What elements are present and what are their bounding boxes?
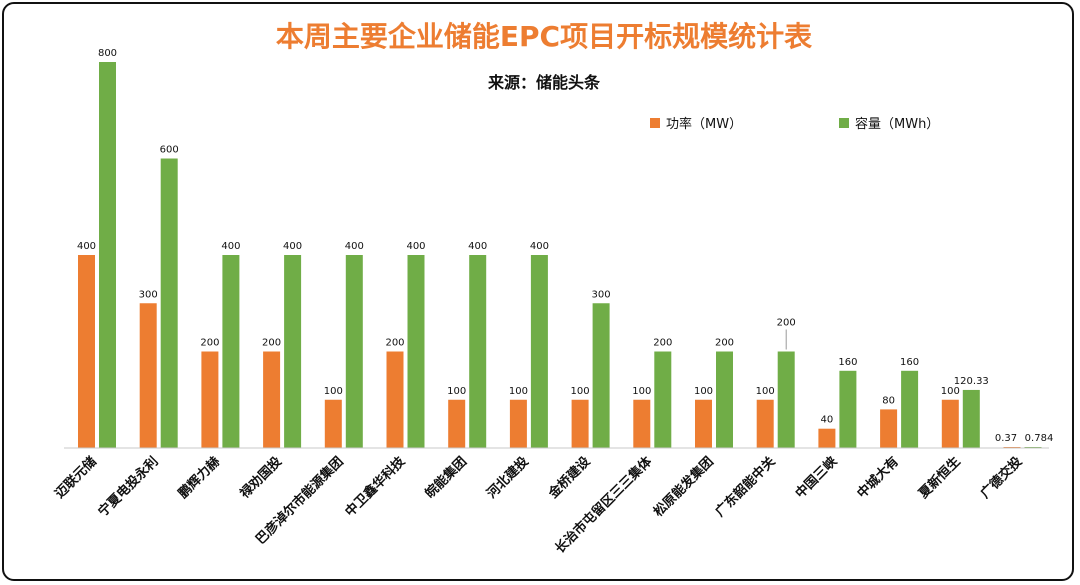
capacity-label-2: 400 bbox=[221, 241, 240, 252]
x-tick-label-11: 广东韶能中关 bbox=[712, 454, 778, 520]
capacity-label-3: 400 bbox=[283, 241, 302, 252]
x-tick-label-15: 广德交投 bbox=[977, 454, 1025, 502]
x-tick-label-2: 鹏辉力赫 bbox=[175, 454, 223, 502]
power-label-8: 100 bbox=[571, 386, 590, 397]
power-bar-14 bbox=[941, 399, 959, 448]
chart-legend: 功率（MW） 容量（MWh） bbox=[650, 116, 939, 132]
power-bar-13 bbox=[880, 409, 898, 448]
power-label-0: 400 bbox=[77, 241, 96, 252]
power-bar-10 bbox=[695, 399, 712, 448]
capacity-bar-6 bbox=[469, 255, 487, 448]
capacity-bar-1 bbox=[160, 158, 178, 448]
capacity-bar-5 bbox=[407, 255, 425, 448]
capacity-label-10: 200 bbox=[715, 338, 734, 349]
capacity-bar-10 bbox=[716, 351, 733, 448]
capacity-label-8: 300 bbox=[592, 289, 611, 300]
power-bar-12 bbox=[818, 428, 836, 448]
capacity-bar-2 bbox=[222, 255, 240, 448]
capacity-label-9: 200 bbox=[653, 338, 672, 349]
capacity-label-5: 400 bbox=[406, 241, 425, 252]
capacity-bar-7 bbox=[530, 255, 548, 448]
power-label-6: 100 bbox=[447, 386, 466, 397]
capacity-label-12: 160 bbox=[838, 357, 857, 368]
capacity-bar-0 bbox=[99, 62, 116, 448]
x-tick-label-1: 宁夏电投永利 bbox=[95, 454, 161, 520]
legend-swatch-1 bbox=[839, 118, 849, 128]
data-labels-group: 400 800 300 600 200 400 200 400 100 400 200 400 100 4… bbox=[77, 48, 1053, 444]
capacity-label-7: 400 bbox=[530, 241, 549, 252]
legend-label-0: 功率（MW） bbox=[666, 116, 742, 132]
x-tick-label-13: 中城大有 bbox=[854, 454, 902, 502]
power-label-10: 100 bbox=[694, 386, 713, 397]
power-label-13: 80 bbox=[882, 395, 895, 406]
capacity-label-0: 800 bbox=[98, 48, 117, 59]
capacity-label-6: 400 bbox=[468, 241, 487, 252]
x-tick-label-10: 松原能发集团 bbox=[650, 454, 716, 520]
capacity-bar-14 bbox=[962, 389, 980, 448]
power-label-15: 0.37 bbox=[995, 433, 1017, 444]
chart-svg: 本周主要企业储能EPC项目开标规模统计表 来源：储能头条 功率（MW） 容量（MW… bbox=[52, 20, 1054, 557]
power-label-11: 100 bbox=[756, 386, 775, 397]
capacity-label-14: 120.33 bbox=[954, 376, 989, 387]
power-label-4: 100 bbox=[324, 386, 343, 397]
power-bar-11 bbox=[756, 399, 774, 448]
power-bar-8 bbox=[571, 399, 589, 448]
x-tick-label-7: 河北建投 bbox=[484, 454, 532, 502]
power-bar-2 bbox=[201, 351, 219, 448]
capacity-bar-4 bbox=[345, 255, 363, 448]
power-label-7: 100 bbox=[509, 386, 528, 397]
power-label-9: 100 bbox=[632, 386, 651, 397]
x-tick-label-8: 金桥建设 bbox=[545, 453, 594, 502]
chart-subtitle: 来源：储能头条 bbox=[487, 73, 601, 92]
power-bar-4 bbox=[324, 399, 342, 448]
x-tick-label-6: 皖能集团 bbox=[422, 454, 470, 502]
capacity-bar-3 bbox=[284, 255, 302, 448]
x-tick-label-0: 迈联元储 bbox=[52, 454, 100, 502]
power-label-5: 200 bbox=[385, 338, 404, 349]
power-label-1: 300 bbox=[139, 289, 158, 300]
x-tick-label-14: 夏新恒生 bbox=[915, 454, 964, 503]
capacity-label-11: 200 bbox=[777, 318, 796, 329]
capacity-label-15: 0.784 bbox=[1025, 433, 1054, 444]
capacity-bar-9 bbox=[654, 351, 672, 448]
power-bar-6 bbox=[448, 399, 466, 448]
power-bar-0 bbox=[78, 255, 95, 448]
power-label-14: 100 bbox=[941, 386, 960, 397]
power-bar-5 bbox=[386, 351, 404, 448]
x-tick-label-12: 中国三峡 bbox=[792, 453, 841, 502]
x-tick-label-3: 禄劝国投 bbox=[237, 454, 285, 502]
power-bar-9 bbox=[633, 399, 651, 448]
power-label-3: 200 bbox=[262, 338, 281, 349]
chart-title: 本周主要企业储能EPC项目开标规模统计表 bbox=[276, 20, 812, 53]
capacity-bar-13 bbox=[901, 370, 919, 448]
capacity-bar-12 bbox=[839, 370, 857, 448]
capacity-label-13: 160 bbox=[900, 357, 919, 368]
capacity-label-4: 400 bbox=[345, 241, 364, 252]
power-label-12: 40 bbox=[821, 415, 834, 426]
x-tick-label-5: 中卫鑫华科技 bbox=[342, 453, 409, 520]
legend-swatch-0 bbox=[650, 118, 660, 128]
power-bar-7 bbox=[509, 399, 527, 448]
legend-label-1: 容量（MWh） bbox=[855, 116, 939, 132]
bars-group bbox=[78, 62, 1042, 448]
capacity-bar-11 bbox=[777, 351, 795, 448]
power-bar-1 bbox=[139, 303, 157, 448]
power-label-2: 200 bbox=[200, 338, 219, 349]
capacity-bar-8 bbox=[592, 303, 610, 448]
power-bar-3 bbox=[263, 351, 281, 448]
capacity-label-1: 600 bbox=[160, 145, 179, 156]
